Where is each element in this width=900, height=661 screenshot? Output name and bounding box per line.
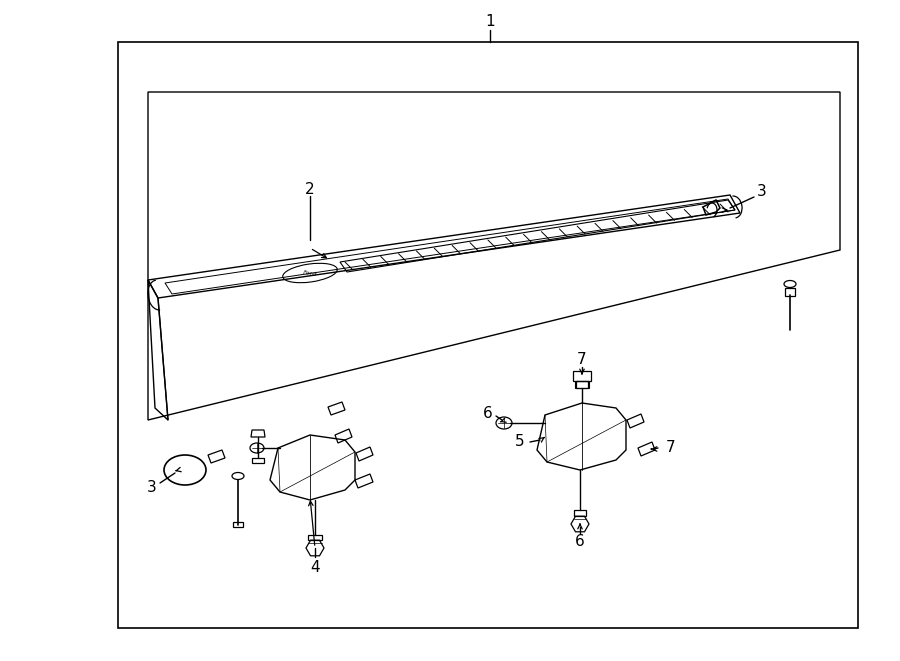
Text: 2: 2 <box>305 182 315 198</box>
Text: 6: 6 <box>575 535 585 549</box>
Text: 1: 1 <box>485 15 495 30</box>
Text: 5: 5 <box>515 434 525 449</box>
Text: 7: 7 <box>666 440 676 455</box>
Text: Ford: Ford <box>302 270 318 276</box>
Text: 4: 4 <box>310 559 320 574</box>
Text: 6: 6 <box>483 407 493 422</box>
Text: 7: 7 <box>577 352 587 368</box>
Text: 3: 3 <box>757 184 767 200</box>
Text: 3: 3 <box>147 481 157 496</box>
